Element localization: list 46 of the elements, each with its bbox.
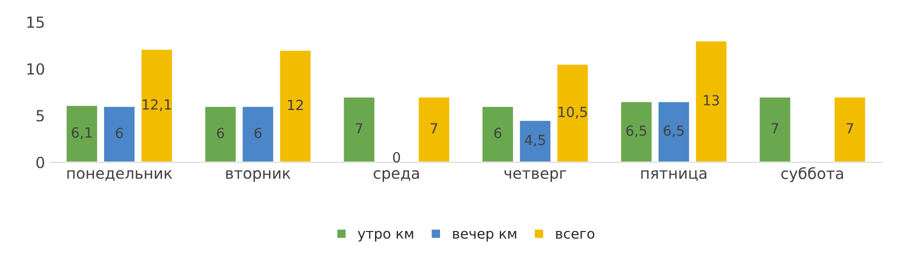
bar xyxy=(694,40,728,162)
data-label: 10,5 xyxy=(558,106,587,119)
legend-label: утро км xyxy=(358,230,414,242)
y-tick-label: 10 xyxy=(27,63,44,75)
y-tick-label: 0 xyxy=(36,156,44,168)
data-label: 7 xyxy=(430,123,438,134)
bar xyxy=(518,119,552,162)
x-tick-label: четверг xyxy=(504,170,566,182)
bar xyxy=(65,104,99,162)
bar xyxy=(758,96,792,162)
x-tick-label: понедельник xyxy=(67,170,172,181)
data-label: 4,5 xyxy=(524,134,546,147)
data-label: 7 xyxy=(772,123,778,134)
x-tick-label: пятница xyxy=(641,170,706,181)
data-label: 6,5 xyxy=(664,125,684,138)
data-label: 6 xyxy=(254,128,262,138)
data-label: 6 xyxy=(116,128,123,138)
y-tick-label: 5 xyxy=(36,110,44,122)
data-label: 12,1 xyxy=(142,99,171,112)
bar xyxy=(417,96,451,162)
legend-label: вечер км xyxy=(453,230,516,242)
data-label: 7 xyxy=(356,123,362,134)
bar xyxy=(620,100,654,162)
bar xyxy=(241,105,275,162)
data-label: 6,5 xyxy=(626,125,646,138)
data-label: 12 xyxy=(288,100,303,110)
bar xyxy=(102,105,136,162)
data-label: 6,1 xyxy=(72,127,92,140)
data-label: 6 xyxy=(217,128,224,138)
bar xyxy=(556,63,590,162)
bar xyxy=(342,96,376,162)
bar xyxy=(140,48,174,162)
bar xyxy=(481,105,514,162)
x-tick-label: суббота xyxy=(781,167,843,182)
data-label: 7 xyxy=(846,123,854,134)
bar xyxy=(833,96,866,162)
bar xyxy=(657,100,690,162)
legend-label: всего xyxy=(556,230,594,239)
data-label: 0 xyxy=(393,152,400,163)
bar xyxy=(204,105,238,162)
bar xyxy=(278,49,312,162)
data-label: 13 xyxy=(704,95,719,106)
y-tick-label: 15 xyxy=(27,16,44,28)
x-tick-label: среда xyxy=(374,170,419,182)
x-tick-label: вторник xyxy=(226,170,290,182)
data-label: 6 xyxy=(494,128,502,138)
